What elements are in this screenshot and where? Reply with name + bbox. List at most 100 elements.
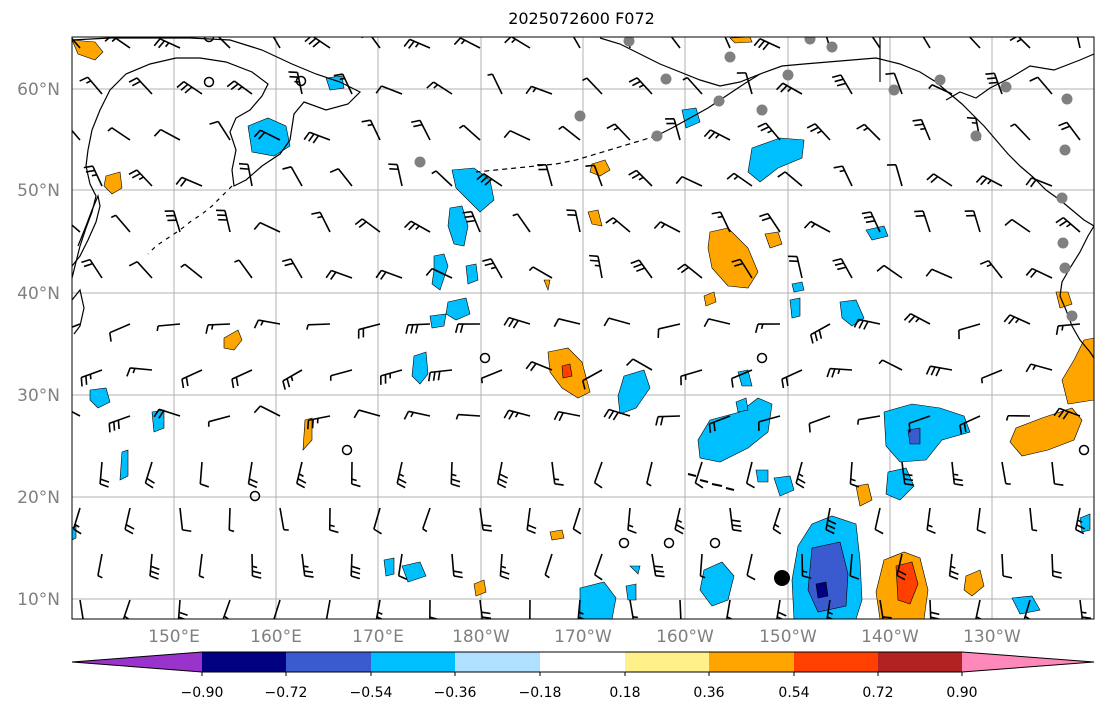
wind-barb (985, 72, 1003, 95)
wind-barb (108, 415, 131, 433)
positive-anomaly-patch (473, 579, 487, 597)
negative-anomaly-patch (883, 403, 971, 463)
wind-barb (674, 507, 685, 535)
wind-barb (1079, 599, 1092, 619)
station-dot (1022, 37, 1028, 38)
wind-barb (593, 553, 603, 581)
wind-barb (496, 461, 509, 489)
wind-barb (72, 129, 81, 141)
wind-barb (703, 318, 731, 328)
station-dot (934, 74, 946, 86)
map-frame (71, 36, 1095, 620)
colorbar-tick-label: 0.72 (862, 685, 893, 701)
wind-barb (679, 599, 682, 619)
station-dot (623, 37, 635, 47)
wind-barb (375, 269, 403, 280)
colorbar-bin (540, 652, 625, 672)
wind-barb (512, 213, 531, 233)
wind-barb (251, 553, 262, 579)
wind-barb (925, 268, 953, 279)
wind-barb (826, 367, 853, 378)
wind-barb (361, 37, 381, 49)
wind-barb (328, 507, 339, 534)
wind-barb (226, 80, 253, 95)
wind-barb (628, 77, 653, 95)
wind-barb (525, 85, 553, 95)
wind-barb (231, 369, 253, 389)
positive-anomaly-patch (589, 159, 611, 177)
wind-barb (279, 507, 289, 531)
station-dot (660, 73, 672, 85)
wind-barb (303, 131, 331, 144)
wind-barb (124, 507, 135, 535)
wind-barb (1001, 553, 1013, 579)
wind-barb (1003, 314, 1031, 325)
wind-barb (253, 129, 281, 141)
japan-coast (72, 193, 101, 335)
colorbar-bin (455, 652, 540, 672)
calm-circle (203, 37, 215, 43)
map-title: 2025072600 F072 (508, 9, 655, 28)
wind-barb (903, 312, 931, 325)
wind-barb (228, 507, 235, 533)
station-dot (826, 41, 838, 53)
wind-barb (325, 599, 331, 619)
lon-label: 160°E (250, 627, 302, 647)
wind-barb (1051, 461, 1064, 486)
negative-anomaly-patch (791, 281, 805, 293)
wind-barb (499, 553, 510, 580)
wind-barb (128, 77, 153, 95)
wind-barb (72, 323, 81, 328)
wind-barb (699, 553, 706, 579)
positive-anomaly-patch (707, 227, 759, 289)
wind-barb (396, 461, 407, 489)
wind-barb (729, 507, 742, 532)
wind-barb (585, 164, 603, 187)
wind-barb (831, 74, 853, 95)
wind-barb (479, 507, 493, 532)
lon-label: 180°W (452, 627, 510, 647)
wind-barb (215, 209, 231, 233)
wind-barb (879, 599, 892, 619)
wind-barb (731, 258, 753, 279)
station-dot (756, 104, 768, 116)
negative-anomaly-patch (773, 475, 795, 497)
wind-barb (333, 73, 353, 95)
longitude-labels: 150°E 160°E 170°E 180°W 170°W 160°W 150°… (148, 627, 1021, 647)
wind-barb (809, 323, 831, 344)
kuril-islands (147, 185, 233, 255)
wind-barb (104, 37, 131, 49)
wind-barb (627, 507, 637, 534)
colorbar-bin (202, 652, 286, 672)
wind-barb (680, 369, 703, 386)
wind-barb (479, 599, 492, 619)
wind-barb (896, 553, 907, 581)
colorbar-bin (794, 652, 878, 672)
wind-barb (665, 118, 681, 141)
wind-barb (503, 129, 531, 141)
station-dot (970, 130, 982, 142)
wind-barb (544, 553, 553, 579)
wind-barb (922, 37, 931, 49)
wind-barb (925, 365, 953, 377)
wind-barb (149, 553, 160, 580)
wind-barb (871, 37, 881, 49)
station-dot (651, 130, 663, 142)
wind-barb (253, 405, 281, 417)
colorbar-bin (878, 652, 962, 672)
wind-barb (901, 461, 914, 486)
wind-barb (736, 72, 753, 95)
wind-barb (422, 507, 431, 533)
wind-barb (388, 163, 403, 187)
negative-anomaly-patch (755, 469, 769, 483)
wind-barb (179, 507, 192, 533)
station-dot (724, 51, 736, 63)
wind-barb (914, 210, 931, 233)
station-dot (713, 95, 725, 107)
negative-anomaly-patch (907, 427, 921, 445)
wind-barb (380, 369, 403, 385)
lat-label: 10°N (17, 590, 60, 610)
wind-barb (553, 318, 581, 328)
wind-barb (703, 129, 731, 141)
